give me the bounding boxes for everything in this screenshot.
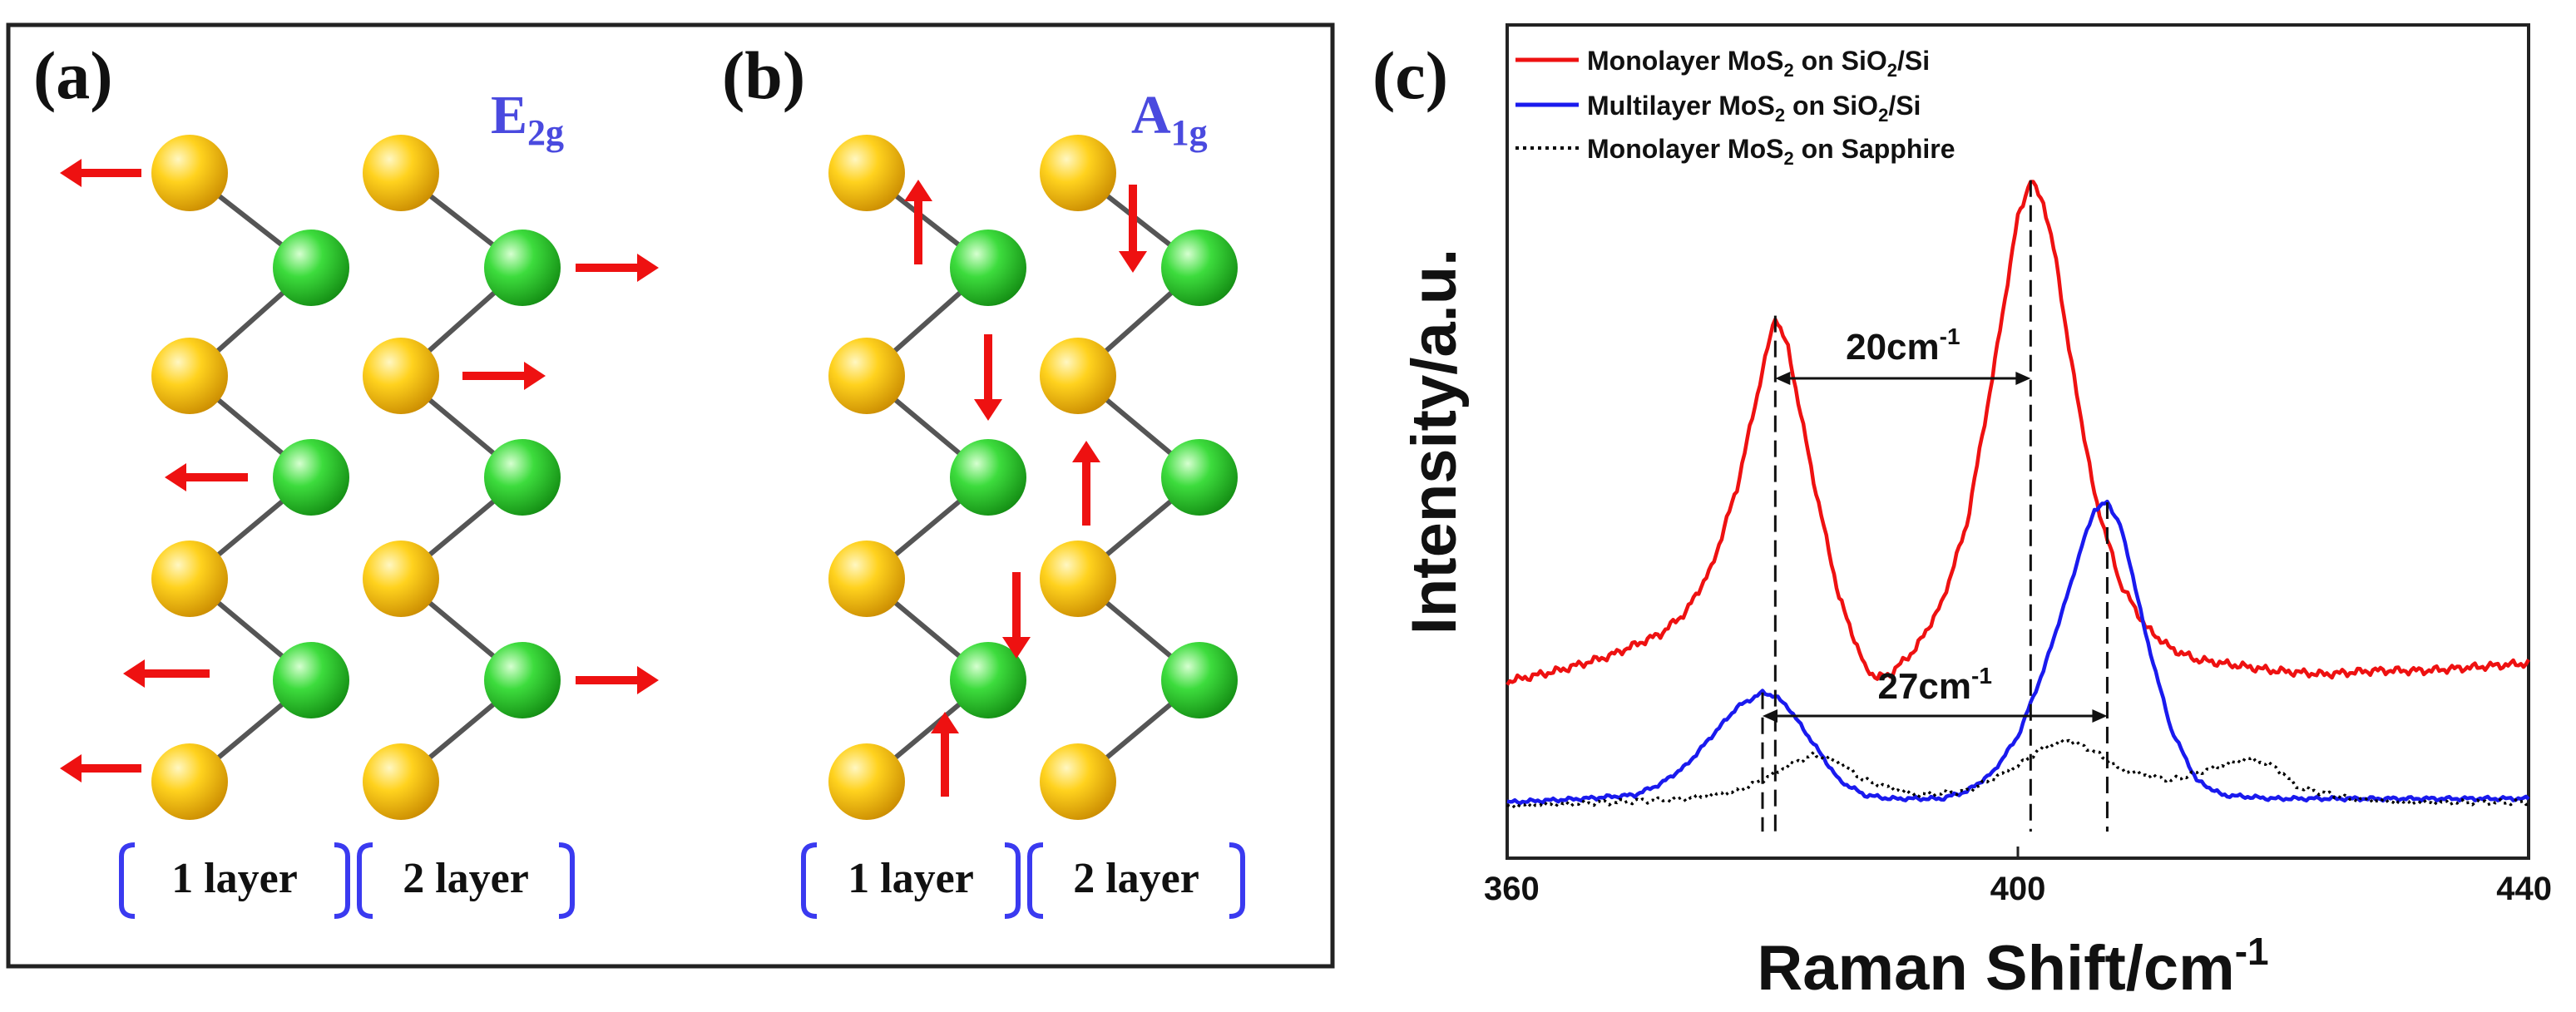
molybdenum-atom [484, 230, 561, 306]
peak-separation-arrow [1763, 709, 2108, 723]
panel-b-mode-label: A1g [1131, 85, 1208, 153]
sulfur-atom [363, 743, 439, 820]
series-monolayer-sio2 [1506, 180, 2530, 686]
molybdenum-atom [950, 439, 1026, 516]
sulfur-atom [151, 541, 228, 617]
panel-c-label: (c) [1372, 37, 1448, 113]
panel-a-arrows [60, 159, 659, 782]
y-axis-label: Intensity/a.u. [1399, 249, 1470, 635]
panel-a-layer-2-bracket: 2 layer [357, 842, 575, 919]
sulfur-atom [1040, 743, 1116, 820]
sulfur-atom [363, 541, 439, 617]
x-tick-label: 400 [1990, 871, 2046, 907]
displacement-arrow-left [60, 159, 141, 187]
sulfur-atom [828, 135, 905, 211]
panel-b-layer-2-label: 2 layer [1073, 855, 1199, 902]
displacement-arrow-up [931, 712, 959, 797]
panel-a: (a) E2g 1 layer 2 layer [33, 37, 659, 919]
panel-b-mode-letter: A [1131, 85, 1171, 146]
series-monolayer-sapphire [1506, 738, 2529, 810]
legend: Monolayer MoS2 on SiO2/Si Multilayer MoS… [1515, 46, 1955, 169]
panel-c: (c) 20cm-1 27cm-1 360 400 440 Monolayer MoS… [1372, 23, 2552, 1004]
x-tick-label: 440 [2496, 871, 2552, 907]
molybdenum-atom [950, 642, 1026, 718]
molybdenum-atom [484, 439, 561, 516]
panel-b-layer-1-bracket: 1 layer [801, 842, 1021, 919]
panel-a-atoms [151, 135, 561, 820]
panel-b-mode-subscript: 1g [1171, 112, 1208, 153]
panel-a-layer-1-label: 1 layer [171, 855, 298, 902]
legend-entry-monolayer-sio2: Monolayer MoS2 on SiO2/Si [1587, 46, 1930, 81]
panel-a-layer-1-bracket: 1 layer [119, 842, 350, 919]
molybdenum-atom [273, 642, 349, 718]
sulfur-atom [1040, 135, 1116, 211]
sulfur-atom [828, 541, 905, 617]
molybdenum-atom [1161, 439, 1238, 516]
sulfur-atom [1040, 338, 1116, 414]
panel-b-label: (b) [722, 37, 805, 113]
sulfur-atom [828, 743, 905, 820]
x-axis-ticks: 360 400 440 [1484, 847, 2552, 907]
displacement-arrow-down [1119, 185, 1147, 273]
sulfur-atom [363, 135, 439, 211]
sulfur-atom [363, 338, 439, 414]
panel-a-mode-label: E2g [491, 85, 564, 153]
panel-a-mode-subscript: 2g [527, 112, 564, 153]
displacement-arrow-left [123, 659, 210, 688]
panel-a-mode-letter: E [491, 85, 527, 146]
displacement-arrow-right [462, 362, 546, 390]
molybdenum-atom [1161, 642, 1238, 718]
molybdenum-atom [1161, 230, 1238, 306]
panel-b: (b) A1g 1 layer 2 layer [722, 37, 1245, 919]
panel-b-atoms [828, 135, 1238, 820]
annotation-layer: 20cm-1 27cm-1 [1761, 180, 2109, 832]
legend-entry-monolayer-sapphire: Monolayer MoS2 on Sapphire [1587, 134, 1955, 169]
panel-a-label: (a) [33, 37, 113, 113]
molybdenum-atom [484, 642, 561, 718]
displacement-arrow-down [974, 334, 1002, 421]
sulfur-atom [151, 743, 228, 820]
displacement-arrow-down [1002, 572, 1031, 659]
molybdenum-atom [273, 230, 349, 306]
x-axis-label: Raman Shift/cm-1 [1757, 930, 2268, 1004]
peak-separation-label: 27cm-1 [1877, 663, 1991, 707]
series-layer [1506, 180, 2530, 810]
sulfur-atom [151, 338, 228, 414]
sulfur-atom [151, 135, 228, 211]
peak-separation-label: 20cm-1 [1846, 323, 1960, 368]
panel-b-layer-1-label: 1 layer [848, 855, 974, 902]
sulfur-atom [1040, 541, 1116, 617]
panel-b-arrows [904, 180, 1147, 797]
displacement-arrow-left [165, 463, 248, 491]
displacement-arrow-right [576, 254, 659, 282]
peak-separation-arrow [1775, 372, 2031, 385]
displacement-arrow-right [576, 666, 659, 694]
sulfur-atom [828, 338, 905, 414]
legend-entry-multilayer-sio2: Multilayer MoS2 on SiO2/Si [1587, 91, 1921, 126]
panel-a-layer-2-label: 2 layer [403, 855, 529, 902]
x-tick-label: 360 [1484, 871, 1540, 907]
displacement-arrow-up [1072, 441, 1100, 526]
molybdenum-atom [950, 230, 1026, 306]
displacement-arrow-left [60, 754, 141, 782]
panel-b-layer-2-bracket: 2 layer [1027, 842, 1245, 919]
molybdenum-atom [273, 439, 349, 516]
series-multilayer-sio2 [1506, 499, 2530, 806]
displacement-arrow-up [904, 180, 932, 264]
